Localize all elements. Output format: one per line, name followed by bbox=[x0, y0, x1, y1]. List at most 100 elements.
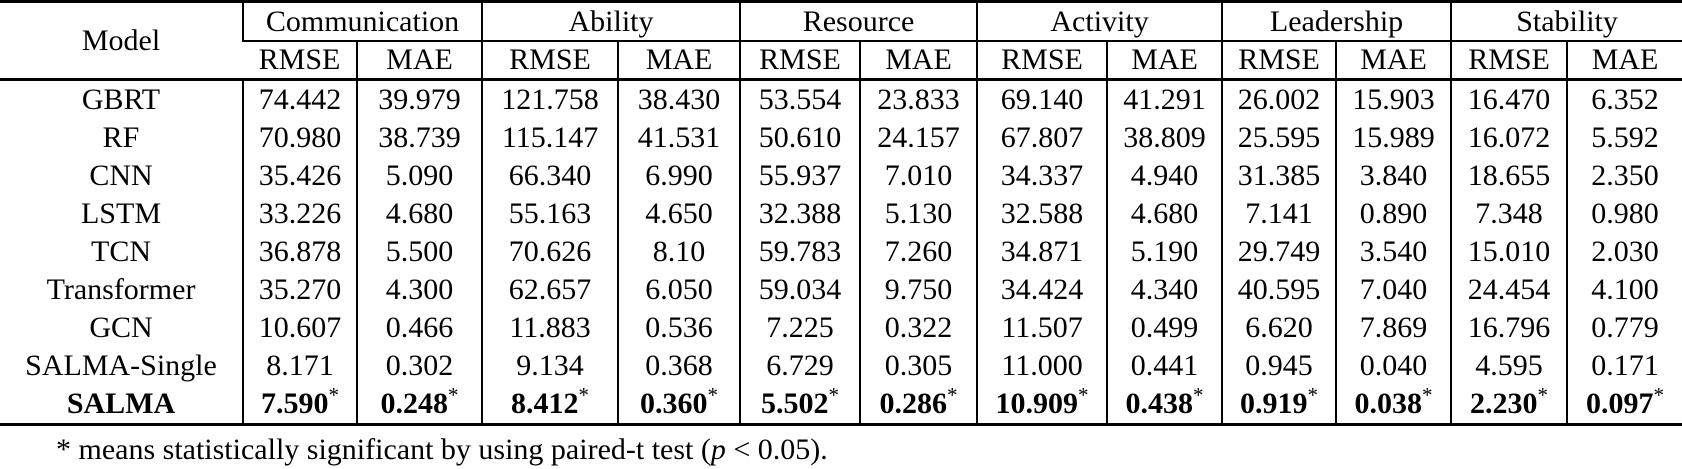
value-cell: 0.441 bbox=[1106, 347, 1223, 385]
value-cell: 4.940 bbox=[1106, 157, 1223, 195]
table-row-gbrt: GBRT 74.442 39.979 121.758 38.430 53.554 23.83… bbox=[0, 79, 1682, 119]
significance-star: * bbox=[578, 385, 590, 407]
value-text: 10.909 bbox=[995, 387, 1079, 420]
table-row-salma: SALMA 7.590* 0.248* 8.412* 0.360* 5.502* 0.286… bbox=[0, 385, 1682, 426]
value-cell: 6.990 bbox=[617, 157, 741, 195]
value-cell: 24.157 bbox=[859, 119, 978, 157]
metric-header-mae-stability: MAE bbox=[1566, 41, 1682, 81]
value-cell: 18.655 bbox=[1450, 157, 1568, 195]
significance-star: * bbox=[828, 385, 840, 407]
value-cell: 2.230* bbox=[1450, 385, 1568, 426]
value-cell: 40.595 bbox=[1221, 271, 1337, 309]
value-cell: 16.796 bbox=[1450, 309, 1568, 347]
group-header-ability: Ability bbox=[481, 0, 741, 42]
value-cell: 53.554 bbox=[739, 79, 861, 119]
value-cell: 32.388 bbox=[739, 195, 861, 233]
value-cell: 6.050 bbox=[617, 271, 741, 309]
value-text: 0.438 bbox=[1125, 387, 1194, 420]
value-text: 0.286 bbox=[879, 387, 948, 420]
group-header-row: Model Communication Ability Resource Activi… bbox=[0, 0, 1682, 81]
results-table: Model Communication Ability Resource Activi… bbox=[0, 0, 1682, 426]
metric-header-mae-communication: MAE bbox=[355, 41, 483, 81]
value-cell: 33.226 bbox=[242, 195, 357, 233]
value-cell: 15.010 bbox=[1450, 233, 1568, 271]
value-cell: 0.536 bbox=[617, 309, 741, 347]
value-cell: 0.438* bbox=[1106, 385, 1223, 426]
group-header-leadership: Leadership bbox=[1221, 0, 1452, 42]
table-row-rf: RF 70.980 38.739 115.147 41.531 50.610 24.157 6… bbox=[0, 119, 1682, 157]
model-name-cell: GCN bbox=[89, 311, 153, 344]
value-cell: 5.190 bbox=[1106, 233, 1223, 271]
group-header-activity: Activity bbox=[976, 0, 1223, 42]
value-cell: 0.466 bbox=[355, 309, 483, 347]
group-header-resource: Resource bbox=[739, 0, 978, 42]
value-cell: 31.385 bbox=[1221, 157, 1337, 195]
value-cell: 70.626 bbox=[481, 233, 619, 271]
value-cell: 8.10 bbox=[617, 233, 741, 271]
metric-header-rmse-leadership: RMSE bbox=[1221, 41, 1337, 81]
metric-header-mae-resource: MAE bbox=[859, 41, 978, 81]
footnote-text: means statistically significant by using… bbox=[78, 433, 711, 466]
group-header-stability: Stability bbox=[1450, 0, 1682, 42]
significance-star: * bbox=[328, 385, 340, 407]
metric-header-rmse-ability: RMSE bbox=[481, 41, 619, 81]
metric-header-rmse-stability: RMSE bbox=[1450, 41, 1568, 81]
value-cell: 5.592 bbox=[1566, 119, 1682, 157]
value-cell: 35.270 bbox=[242, 271, 357, 309]
value-cell: 0.980 bbox=[1566, 195, 1682, 233]
value-cell: 74.442 bbox=[242, 79, 357, 119]
value-text: 7.590 bbox=[261, 387, 329, 420]
value-cell: 0.368 bbox=[617, 347, 741, 385]
value-cell: 3.540 bbox=[1335, 233, 1452, 271]
model-column-header: Model bbox=[0, 0, 243, 81]
table-row-gcn: GCN 10.607 0.466 11.883 0.536 7.225 0.322 11.50… bbox=[0, 309, 1682, 347]
value-cell: 16.470 bbox=[1450, 79, 1568, 119]
value-cell: 6.620 bbox=[1221, 309, 1337, 347]
value-cell: 0.499 bbox=[1106, 309, 1223, 347]
metric-header-row: RMSE MAE RMSE MAE RMSE MAE RMSE MAE RMSE MAE RMSE M… bbox=[0, 41, 1682, 81]
value-cell: 0.040 bbox=[1335, 347, 1452, 385]
footnote-star-marker: * bbox=[56, 433, 71, 466]
value-cell: 0.302 bbox=[355, 347, 483, 385]
table-footnote: * means statistically significant by usi… bbox=[56, 433, 1682, 467]
value-cell: 41.531 bbox=[617, 119, 741, 157]
value-cell: 55.163 bbox=[481, 195, 619, 233]
value-cell: 7.141 bbox=[1221, 195, 1337, 233]
table-body: GBRT 74.442 39.979 121.758 38.430 53.554 23.83… bbox=[0, 79, 1682, 426]
value-cell: 4.595 bbox=[1450, 347, 1568, 385]
value-cell: 2.350 bbox=[1566, 157, 1682, 195]
value-cell: 55.937 bbox=[739, 157, 861, 195]
value-cell: 26.002 bbox=[1221, 79, 1337, 119]
value-cell: 10.607 bbox=[242, 309, 357, 347]
value-cell: 0.890 bbox=[1335, 195, 1452, 233]
value-text: 0.038 bbox=[1354, 387, 1423, 420]
model-name-cell: GBRT bbox=[81, 83, 161, 116]
value-cell: 7.040 bbox=[1335, 271, 1452, 309]
value-cell: 6.352 bbox=[1566, 79, 1682, 119]
value-cell: 8.412* bbox=[481, 385, 619, 426]
value-cell: 5.130 bbox=[859, 195, 978, 233]
model-name-cell: RF bbox=[102, 121, 140, 154]
value-cell: 5.502* bbox=[739, 385, 861, 426]
significance-star: * bbox=[1537, 385, 1549, 407]
value-cell: 115.147 bbox=[481, 119, 619, 157]
value-cell: 36.878 bbox=[242, 233, 357, 271]
value-cell: 0.248* bbox=[355, 385, 483, 426]
value-text: 0.360 bbox=[640, 387, 708, 420]
metric-header-rmse-resource: RMSE bbox=[739, 41, 861, 81]
metric-header-mae-ability: MAE bbox=[617, 41, 741, 81]
value-cell: 0.360* bbox=[617, 385, 741, 426]
value-cell: 66.340 bbox=[481, 157, 619, 195]
significance-star: * bbox=[947, 385, 958, 407]
value-text: 5.502 bbox=[761, 387, 829, 420]
value-cell: 23.833 bbox=[859, 79, 978, 119]
significance-star: * bbox=[448, 385, 459, 407]
value-cell: 0.322 bbox=[859, 309, 978, 347]
value-cell: 0.286* bbox=[859, 385, 978, 426]
value-cell: 38.809 bbox=[1106, 119, 1223, 157]
value-cell: 11.883 bbox=[481, 309, 619, 347]
value-cell: 7.348 bbox=[1450, 195, 1568, 233]
value-cell: 5.500 bbox=[355, 233, 483, 271]
value-cell: 11.000 bbox=[976, 347, 1108, 385]
significance-star: * bbox=[1193, 385, 1204, 407]
